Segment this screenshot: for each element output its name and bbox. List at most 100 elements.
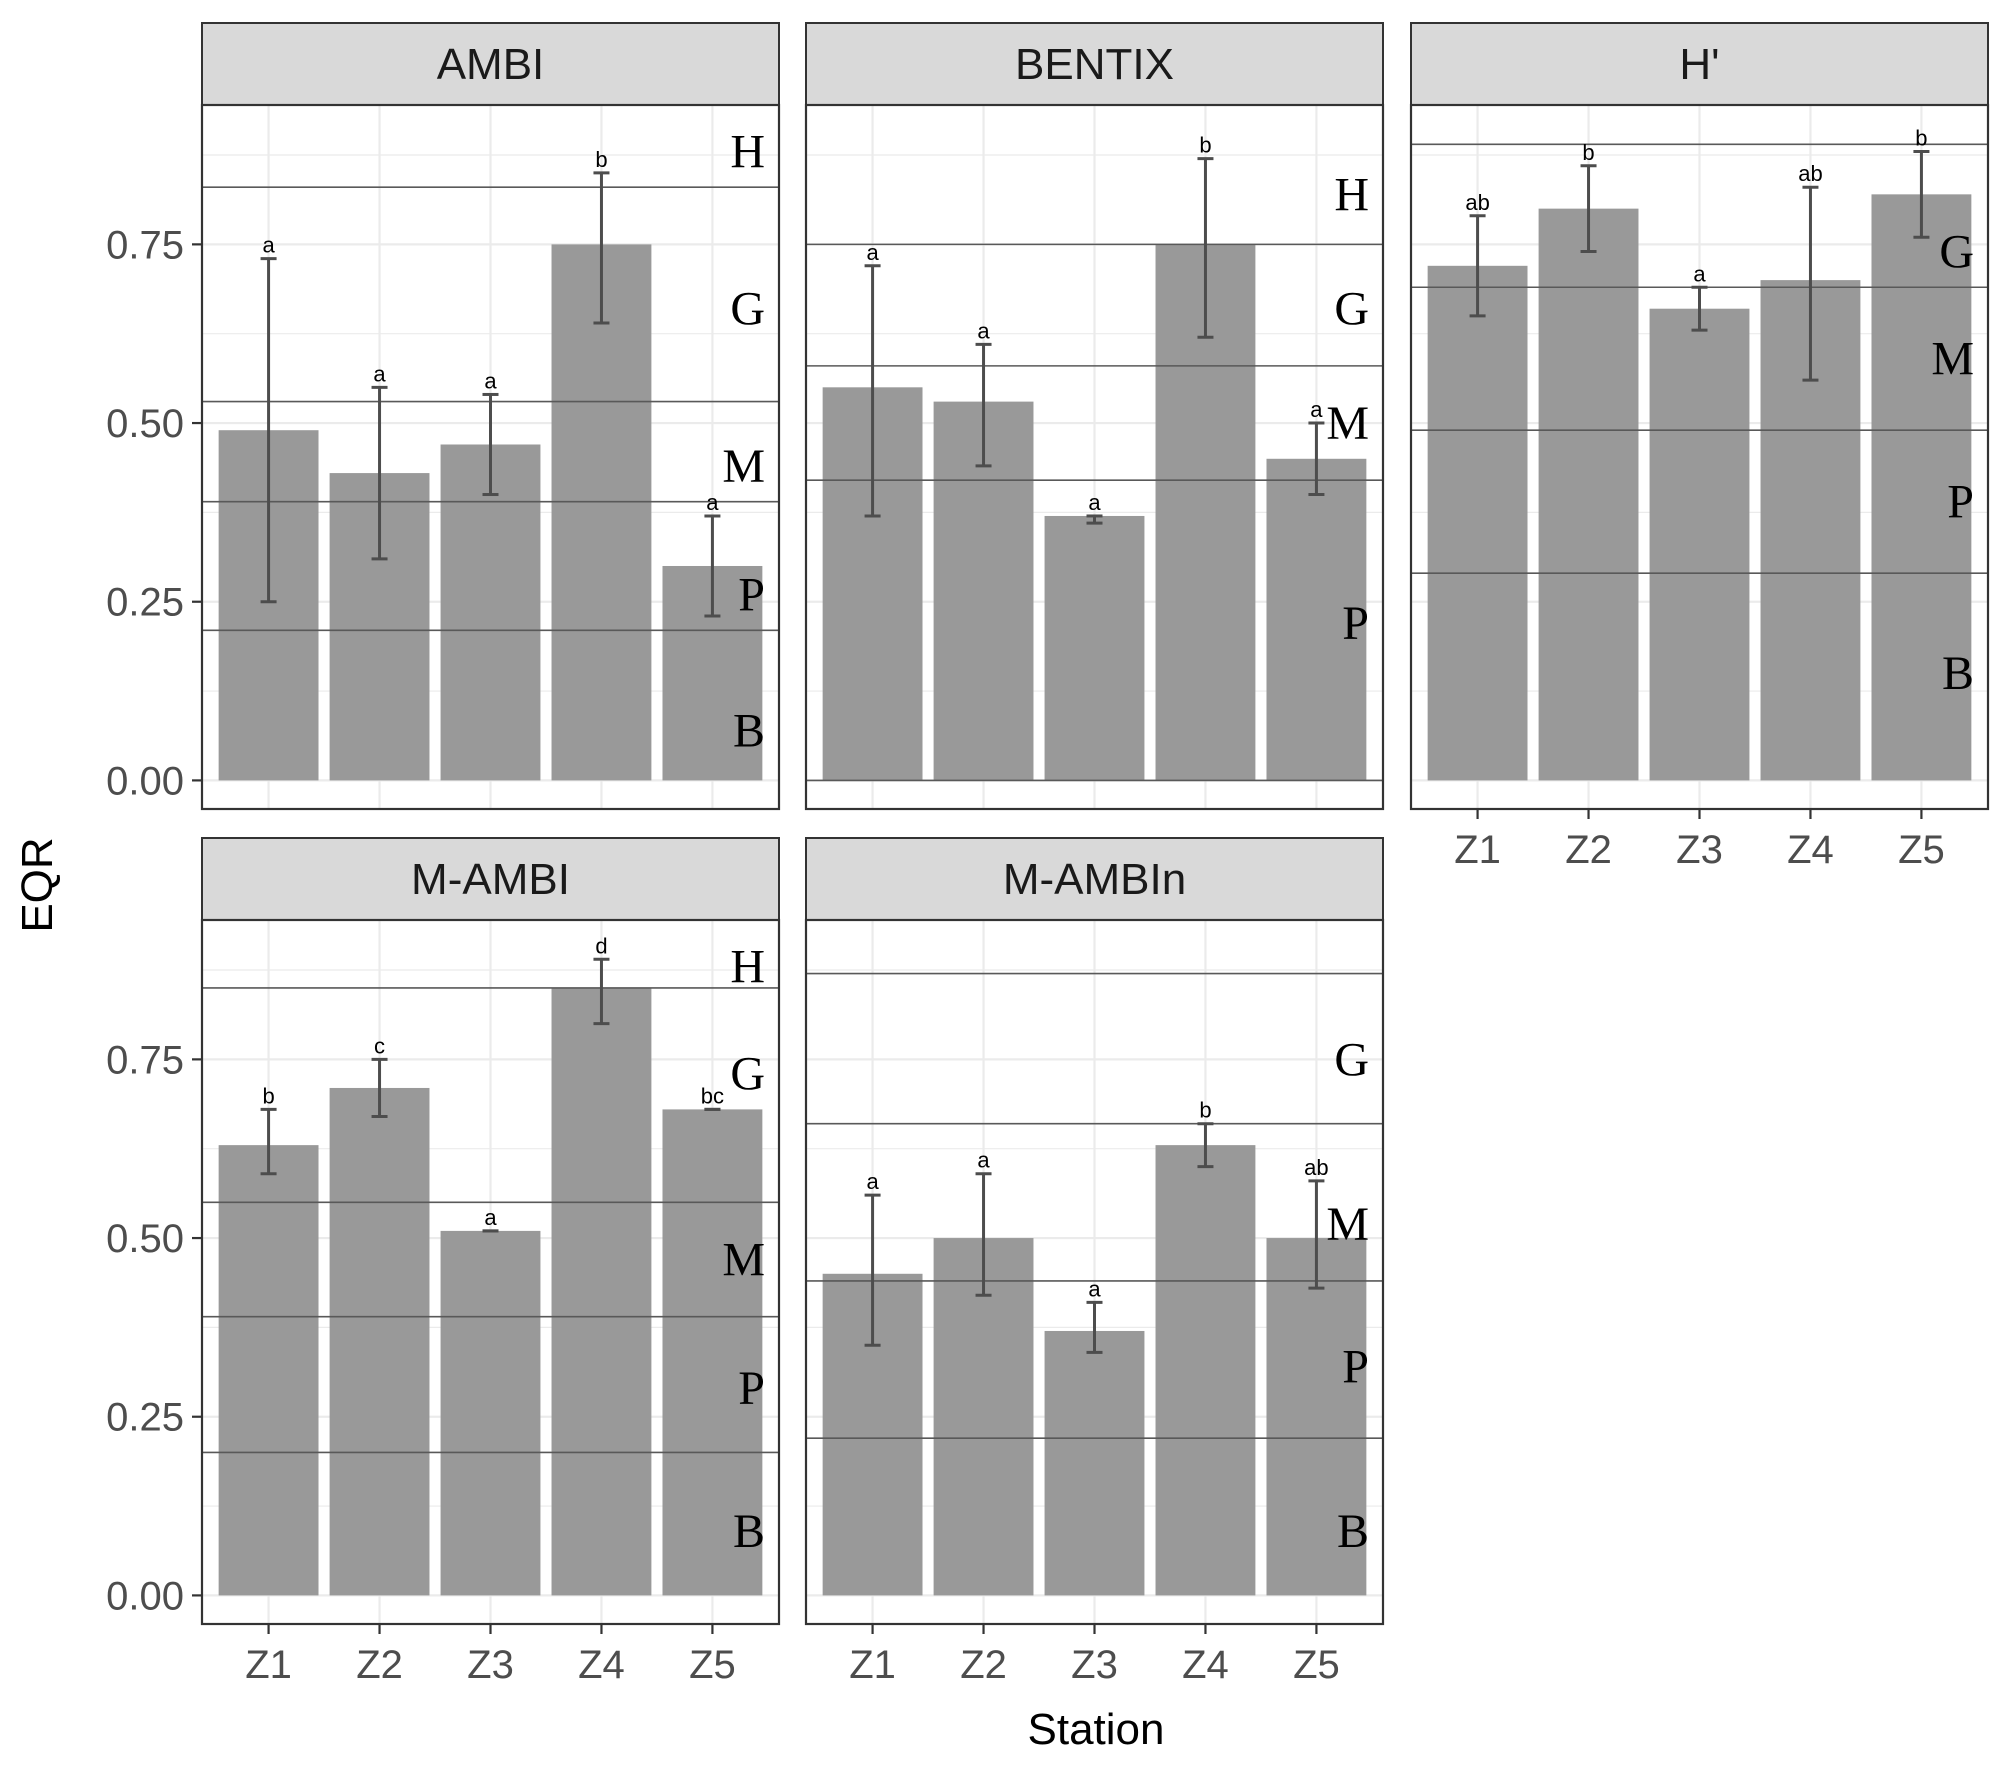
x-tick-label: Z5 <box>1898 828 1945 872</box>
panel-title: H' <box>1679 40 1719 89</box>
quality-class-label: H <box>730 940 765 993</box>
bar-z1 <box>218 1145 319 1596</box>
x-tick-label: Z2 <box>1565 828 1612 872</box>
x-tick-label: Z2 <box>356 1643 403 1687</box>
x-tick-label: Z4 <box>578 1643 625 1687</box>
bar-z3 <box>1044 515 1145 781</box>
panel-border <box>200 103 781 811</box>
quality-class-label: G <box>1334 1033 1369 1086</box>
quality-class-label: G <box>1334 283 1369 336</box>
quality-class-label: H <box>730 125 765 178</box>
y-tick-label: 0.50 <box>106 402 184 446</box>
quality-class-label: P <box>1947 476 1974 529</box>
x-tick-label: Z1 <box>849 1643 896 1687</box>
bar-z1 <box>1427 265 1528 781</box>
bar-z5 <box>1266 1238 1367 1596</box>
significance-label: ab <box>1798 161 1822 186</box>
bar-z4 <box>551 244 652 781</box>
bar-z3 <box>440 1230 541 1596</box>
quality-class-label: G <box>1939 226 1974 279</box>
y-tick-label: 0.00 <box>106 1574 184 1618</box>
significance-label: b <box>262 1083 274 1108</box>
x-tick-label: Z3 <box>1676 828 1723 872</box>
significance-label: ab <box>1304 1155 1328 1180</box>
bar-z3 <box>1649 308 1750 781</box>
significance-label: b <box>1582 140 1594 165</box>
bar-z5 <box>1871 194 1972 781</box>
significance-label: a <box>1088 1276 1101 1301</box>
bar-z3 <box>440 444 541 781</box>
panel-title: M-AMBIn <box>1003 855 1186 904</box>
significance-label: a <box>1693 261 1706 286</box>
significance-label: c <box>374 1033 385 1058</box>
bar-z2 <box>329 1087 430 1596</box>
bar-z3 <box>1044 1330 1145 1596</box>
significance-label: ab <box>1465 190 1489 215</box>
quality-class-label: M <box>1931 333 1974 386</box>
panel-strip <box>805 22 1384 106</box>
bar-z4 <box>551 987 652 1596</box>
significance-label: b <box>1915 125 1927 150</box>
significance-label: a <box>977 1148 990 1173</box>
quality-class-label: B <box>1337 1505 1369 1558</box>
significance-label: a <box>484 368 497 393</box>
quality-class-label: M <box>1326 397 1369 450</box>
x-tick-label: Z1 <box>1454 828 1501 872</box>
panel-title: BENTIX <box>1015 40 1174 89</box>
y-tick-label: 0.75 <box>106 223 184 267</box>
significance-label: a <box>977 318 990 343</box>
y-tick-label: 0.25 <box>106 581 184 625</box>
quality-class-label: M <box>1326 1198 1369 1251</box>
significance-label: a <box>1088 490 1101 515</box>
quality-class-label: P <box>738 1362 765 1415</box>
quality-class-label: P <box>1342 1341 1369 1394</box>
significance-label: bc <box>701 1083 724 1108</box>
x-axis-title: Station <box>1028 1705 1165 1754</box>
quality-class-label: G <box>730 283 765 336</box>
y-tick-label: 0.25 <box>106 1396 184 1440</box>
significance-label: a <box>866 240 879 265</box>
bar-z5 <box>662 1109 763 1596</box>
significance-label: b <box>1199 133 1211 158</box>
x-tick-label: Z3 <box>467 1643 514 1687</box>
x-tick-label: Z2 <box>960 1643 1007 1687</box>
x-tick-label: Z4 <box>1182 1643 1229 1687</box>
significance-label: a <box>484 1205 497 1230</box>
panel-title: AMBI <box>437 40 545 89</box>
significance-label: a <box>373 361 386 386</box>
panel-border <box>804 103 1385 811</box>
y-axis-title: EQR <box>13 837 62 932</box>
x-tick-label: Z5 <box>689 1643 736 1687</box>
quality-class-label: G <box>730 1048 765 1101</box>
quality-class-label: B <box>733 704 765 757</box>
significance-label: a <box>262 233 275 258</box>
panel-strip <box>201 22 780 106</box>
x-tick-label: Z1 <box>245 1643 292 1687</box>
bar-z4 <box>1155 1145 1256 1596</box>
quality-class-label: B <box>733 1505 765 1558</box>
significance-label: a <box>706 490 719 515</box>
panel-h-: H' ab b a ab b G M P B Z1 Z2 Z3 Z4 Z5 <box>1409 22 1990 872</box>
bar-z5 <box>1266 458 1367 781</box>
significance-label: a <box>1310 397 1323 422</box>
y-tick-label: 0.50 <box>106 1217 184 1261</box>
y-tick-label: 0.75 <box>106 1038 184 1082</box>
quality-class-label: H <box>1334 168 1369 221</box>
significance-label: b <box>595 147 607 172</box>
panel-strip <box>1410 22 1989 106</box>
significance-label: a <box>866 1169 879 1194</box>
y-tick-label: 0.00 <box>106 759 184 803</box>
x-tick-label: Z3 <box>1071 1643 1118 1687</box>
bar-z2 <box>933 1238 1034 1596</box>
significance-label: d <box>595 933 607 958</box>
x-tick-label: Z4 <box>1787 828 1834 872</box>
quality-class-label: M <box>722 1233 765 1286</box>
quality-class-label: B <box>1942 647 1974 700</box>
x-tick-label: Z5 <box>1293 1643 1340 1687</box>
panel-bentix: BENTIX a a a b a H G M P <box>804 22 1385 811</box>
bar-z2 <box>1538 208 1639 781</box>
panel-strip <box>805 837 1384 921</box>
